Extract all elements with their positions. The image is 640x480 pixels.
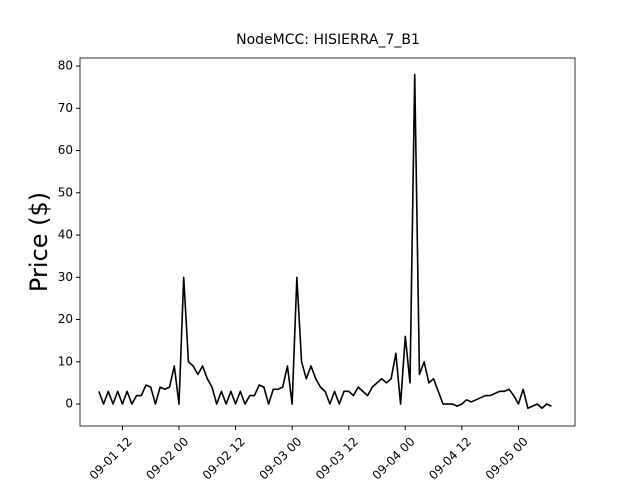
x-tick-label: 09-04 12 <box>426 434 474 480</box>
x-tick-label: 09-03 12 <box>313 434 361 480</box>
y-tick-label: 50 <box>58 185 73 199</box>
y-tick-label: 10 <box>58 354 73 368</box>
y-tick-label: 30 <box>58 270 73 284</box>
x-tick-label: 09-04 00 <box>370 434 418 480</box>
x-tick-label: 09-01 12 <box>87 434 135 480</box>
chart-title: NodeMCC: HISIERRA_7_B1 <box>236 32 420 48</box>
y-tick-label: 40 <box>58 228 73 242</box>
y-tick-label: 70 <box>58 101 73 115</box>
y-tick-label: 80 <box>58 59 73 73</box>
price-line <box>98 73 552 410</box>
x-tick-label: 09-03 00 <box>256 434 304 480</box>
y-tick-label: 20 <box>58 312 73 326</box>
plot-frame <box>79 57 576 427</box>
y-axis-label: Price ($) <box>25 192 53 292</box>
y-tick-label: 60 <box>58 143 73 157</box>
x-tick-label: 09-02 00 <box>143 434 191 480</box>
y-tick-label: 0 <box>65 397 73 411</box>
x-tick-label: 09-05 00 <box>483 434 531 480</box>
x-tick-label: 09-02 12 <box>200 434 248 480</box>
